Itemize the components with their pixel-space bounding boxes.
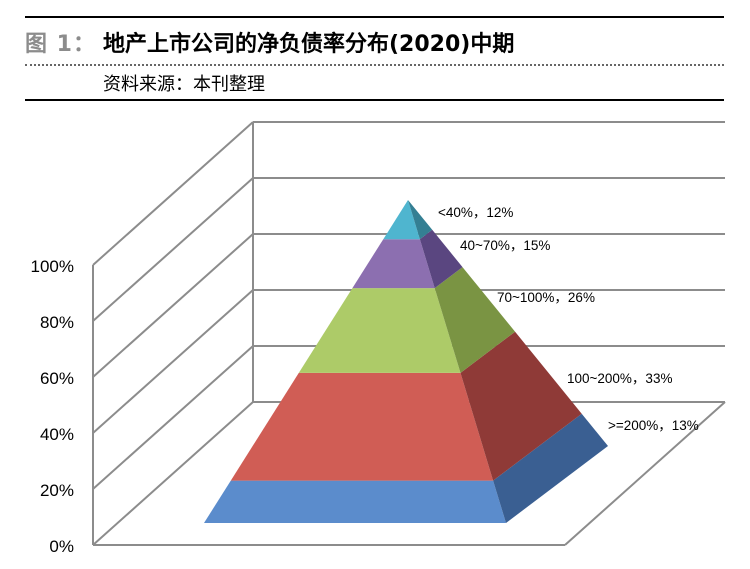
segment-label: >=200%，13%: [608, 418, 699, 433]
segment-label: <40%，12%: [438, 205, 513, 220]
top-rule: [25, 16, 724, 18]
y-tick-label: 100%: [31, 257, 74, 276]
pyramid-segment-front: [204, 480, 506, 523]
side-wall-gridline: [92, 401, 254, 546]
pyramid-segment-side: [408, 200, 433, 240]
pyramid-segment-front: [298, 288, 461, 373]
pyramid-segment-side: [493, 413, 608, 523]
figure-label: 图 1：: [25, 32, 96, 57]
y-tick-label: 20%: [40, 481, 74, 500]
pyramid-segment-side: [419, 229, 463, 289]
header-bottom-rule: [25, 99, 724, 101]
y-tick-label: 0%: [49, 537, 74, 556]
figure-source: 资料来源：本刊整理: [103, 74, 265, 95]
y-axis-ticks: 0% 20% 40% 60% 80% 100%: [31, 257, 74, 556]
side-wall-gridline: [92, 177, 254, 322]
pyramid-segment-side: [434, 267, 516, 373]
dotted-rule: [25, 64, 724, 66]
y-tick-label: 60%: [40, 369, 74, 388]
pyramid-segment-front: [352, 239, 435, 289]
floor-right-edge: [564, 401, 726, 546]
side-wall-gridline: [92, 289, 254, 434]
segment-label: 100~200%，33%: [567, 371, 672, 386]
segment-labels: >=200%，13% 100~200%，33% 70~100%，26% 40~70%，…: [438, 205, 699, 433]
y-tick-label: 40%: [40, 425, 74, 444]
pyramid-segment-front: [383, 200, 420, 240]
pyramid-segment-front: [230, 372, 494, 481]
pyramid: [204, 200, 608, 523]
chart-walls: [92, 121, 726, 546]
y-tick-label: 80%: [40, 313, 74, 332]
side-wall-gridline: [92, 121, 254, 266]
pyramid-segment-side: [460, 331, 582, 481]
side-wall-gridline: [92, 233, 254, 378]
segment-label: 70~100%，26%: [497, 290, 595, 305]
figure-title: 地产上市公司的净负债率分布(2020)中期: [103, 32, 515, 57]
side-wall-gridline: [92, 345, 254, 490]
segment-label: 40~70%，15%: [460, 238, 550, 253]
